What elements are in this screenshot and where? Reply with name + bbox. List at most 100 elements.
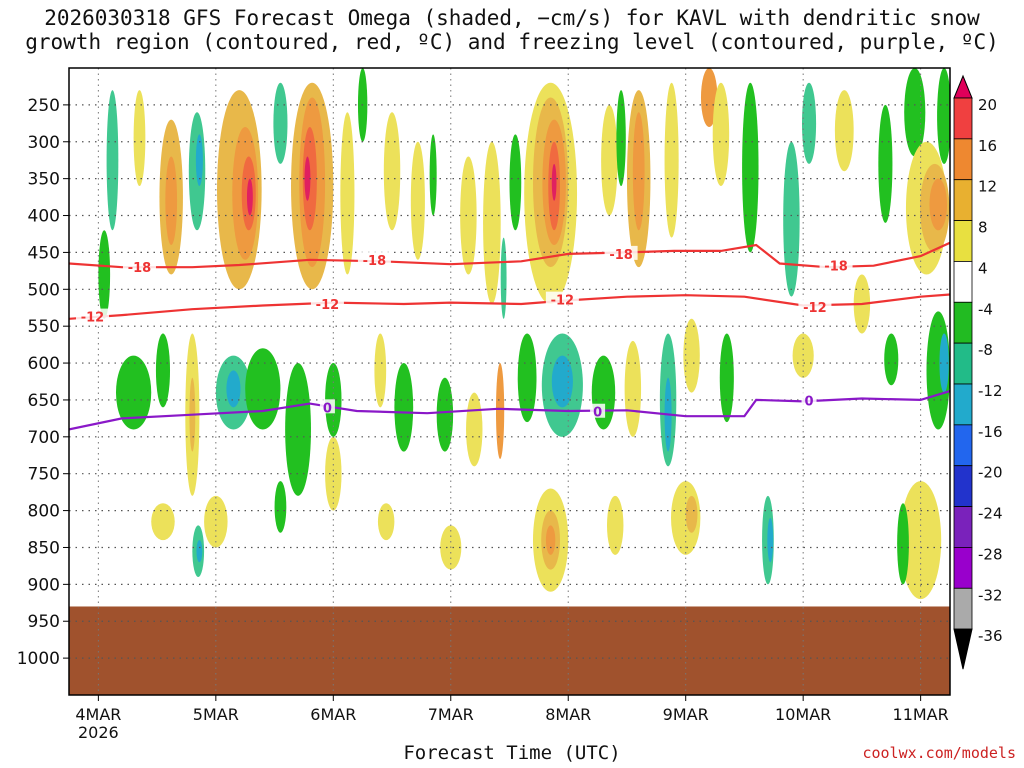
- colorbar-swatch: [953, 138, 973, 181]
- omega-cell: [460, 156, 477, 275]
- omega-cell: [719, 333, 734, 423]
- omega-cell: [767, 517, 774, 563]
- x-tick-label: 7MAR: [428, 705, 474, 724]
- omega-cell: [226, 370, 241, 408]
- omega-cell: [900, 481, 942, 600]
- contour-label: -12: [803, 301, 827, 316]
- credit-text: coolwx.com/models: [862, 744, 1016, 762]
- colorbar-label: 16: [978, 137, 997, 155]
- y-tick-label: 400: [28, 207, 60, 227]
- omega-cell: [133, 90, 146, 187]
- y-tick-label: 900: [28, 575, 60, 595]
- x-tick-label: 6MAR: [310, 705, 356, 724]
- y-tick-label: 750: [28, 465, 60, 485]
- contour-label-bg: [357, 251, 391, 266]
- omega-cell: [374, 333, 387, 408]
- colorbar-swatch: [953, 506, 973, 548]
- contour-label: -12: [316, 298, 340, 313]
- omega-cell: [245, 348, 281, 430]
- omega-cell: [929, 178, 948, 231]
- omega-cell: [195, 134, 203, 187]
- omega-cell: [394, 363, 414, 452]
- contour-label: -12: [551, 294, 575, 309]
- colorbar-swatch: [953, 465, 973, 507]
- y-tick-label: 450: [28, 243, 60, 263]
- omega-cell: [383, 112, 401, 231]
- omega-cell: [483, 141, 501, 305]
- colorbar-label: 8: [978, 219, 988, 237]
- omega-cell: [712, 82, 730, 187]
- colorbar-label: -36: [978, 627, 1003, 645]
- omega-cell: [500, 237, 507, 319]
- y-axis: 250 300 350 400 450 500 550 600 650 700 750 800 850 9…: [17, 96, 69, 669]
- omega-cell: [273, 82, 288, 164]
- omega-cell: [410, 141, 425, 260]
- colorbar-swatch: [953, 424, 973, 467]
- omega-cell: [897, 503, 909, 585]
- omega-cell: [204, 495, 228, 548]
- omega-cell: [834, 90, 854, 172]
- x-axis-year: 2026: [78, 723, 119, 742]
- contour-label: -18: [824, 260, 848, 275]
- omega-cell: [466, 392, 483, 467]
- contour-label: 0: [805, 395, 814, 410]
- y-tick-label: 600: [28, 354, 60, 374]
- chart-title-line1: 2026030318 GFS Forecast Omega (shaded, −…: [44, 6, 980, 30]
- omega-cell: [792, 333, 814, 378]
- omega-cell: [285, 363, 311, 496]
- y-tick-label: 500: [28, 280, 60, 300]
- omega-cell: [436, 377, 454, 452]
- colorbar-label: -28: [978, 545, 1003, 563]
- omega-cell: [904, 68, 926, 157]
- colorbar-swatch: [953, 342, 973, 385]
- contour-label: -12: [81, 311, 105, 326]
- omega-cell: [601, 104, 618, 216]
- colorbar-legend: 20 16 12 8 4 -4 -8 -12 -16 -20 -24 -28 -32 -36: [953, 74, 1003, 670]
- omega-cell: [115, 355, 152, 430]
- contour-label-bg: [798, 298, 832, 313]
- y-tick-label: 1000: [17, 649, 60, 669]
- colorbar-swatch: [953, 383, 973, 426]
- omega-cell: [664, 82, 679, 238]
- contour-label: -18: [609, 248, 633, 263]
- colorbar-swatch: [953, 301, 973, 344]
- y-tick-label: 950: [28, 612, 60, 632]
- colorbar-swatch: [953, 97, 973, 140]
- x-tick-label: 9MAR: [663, 705, 709, 724]
- omega-shading: [98, 68, 950, 600]
- omega-cell: [304, 156, 311, 201]
- colorbar-label: 20: [978, 96, 997, 114]
- omega-cell: [884, 333, 899, 386]
- contour-label: -18: [363, 254, 387, 269]
- omega-cell: [545, 525, 556, 555]
- omega-cell: [616, 90, 626, 187]
- omega-cell: [429, 134, 437, 216]
- omega-cell: [878, 104, 893, 223]
- omega-cell: [98, 230, 111, 319]
- contour-line--18: [69, 241, 950, 269]
- plot-frame: [68, 67, 951, 696]
- omega-cell: [325, 436, 342, 511]
- contour-label-bg: [75, 308, 109, 323]
- colorbar-swatch: [953, 547, 973, 589]
- colorbar-label: -4: [978, 300, 993, 318]
- contour-label-bg: [819, 257, 853, 272]
- x-tick-label: 11MAR: [893, 705, 949, 724]
- colorbar-swatch: [953, 587, 973, 630]
- contour-label-bg: [310, 296, 344, 311]
- omega-cell: [155, 333, 171, 408]
- colorbar-label: -8: [978, 341, 993, 359]
- y-tick-label: 250: [28, 96, 60, 116]
- contour-line-0: [69, 390, 950, 431]
- colorbar-swatch: [953, 179, 973, 221]
- colorbar-swatch: [953, 261, 973, 303]
- chart-title: 2026030318 GFS Forecast Omega (shaded, −…: [0, 6, 1024, 54]
- omega-cell: [700, 68, 718, 128]
- omega-cell: [551, 163, 557, 201]
- y-tick-label: 550: [28, 317, 60, 337]
- chart-title-line2: growth region (contoured, red, ºC) and f…: [25, 30, 999, 54]
- y-tick-label: 300: [28, 133, 60, 153]
- omega-cell: [274, 481, 287, 533]
- colorbar-label: -12: [978, 382, 1003, 400]
